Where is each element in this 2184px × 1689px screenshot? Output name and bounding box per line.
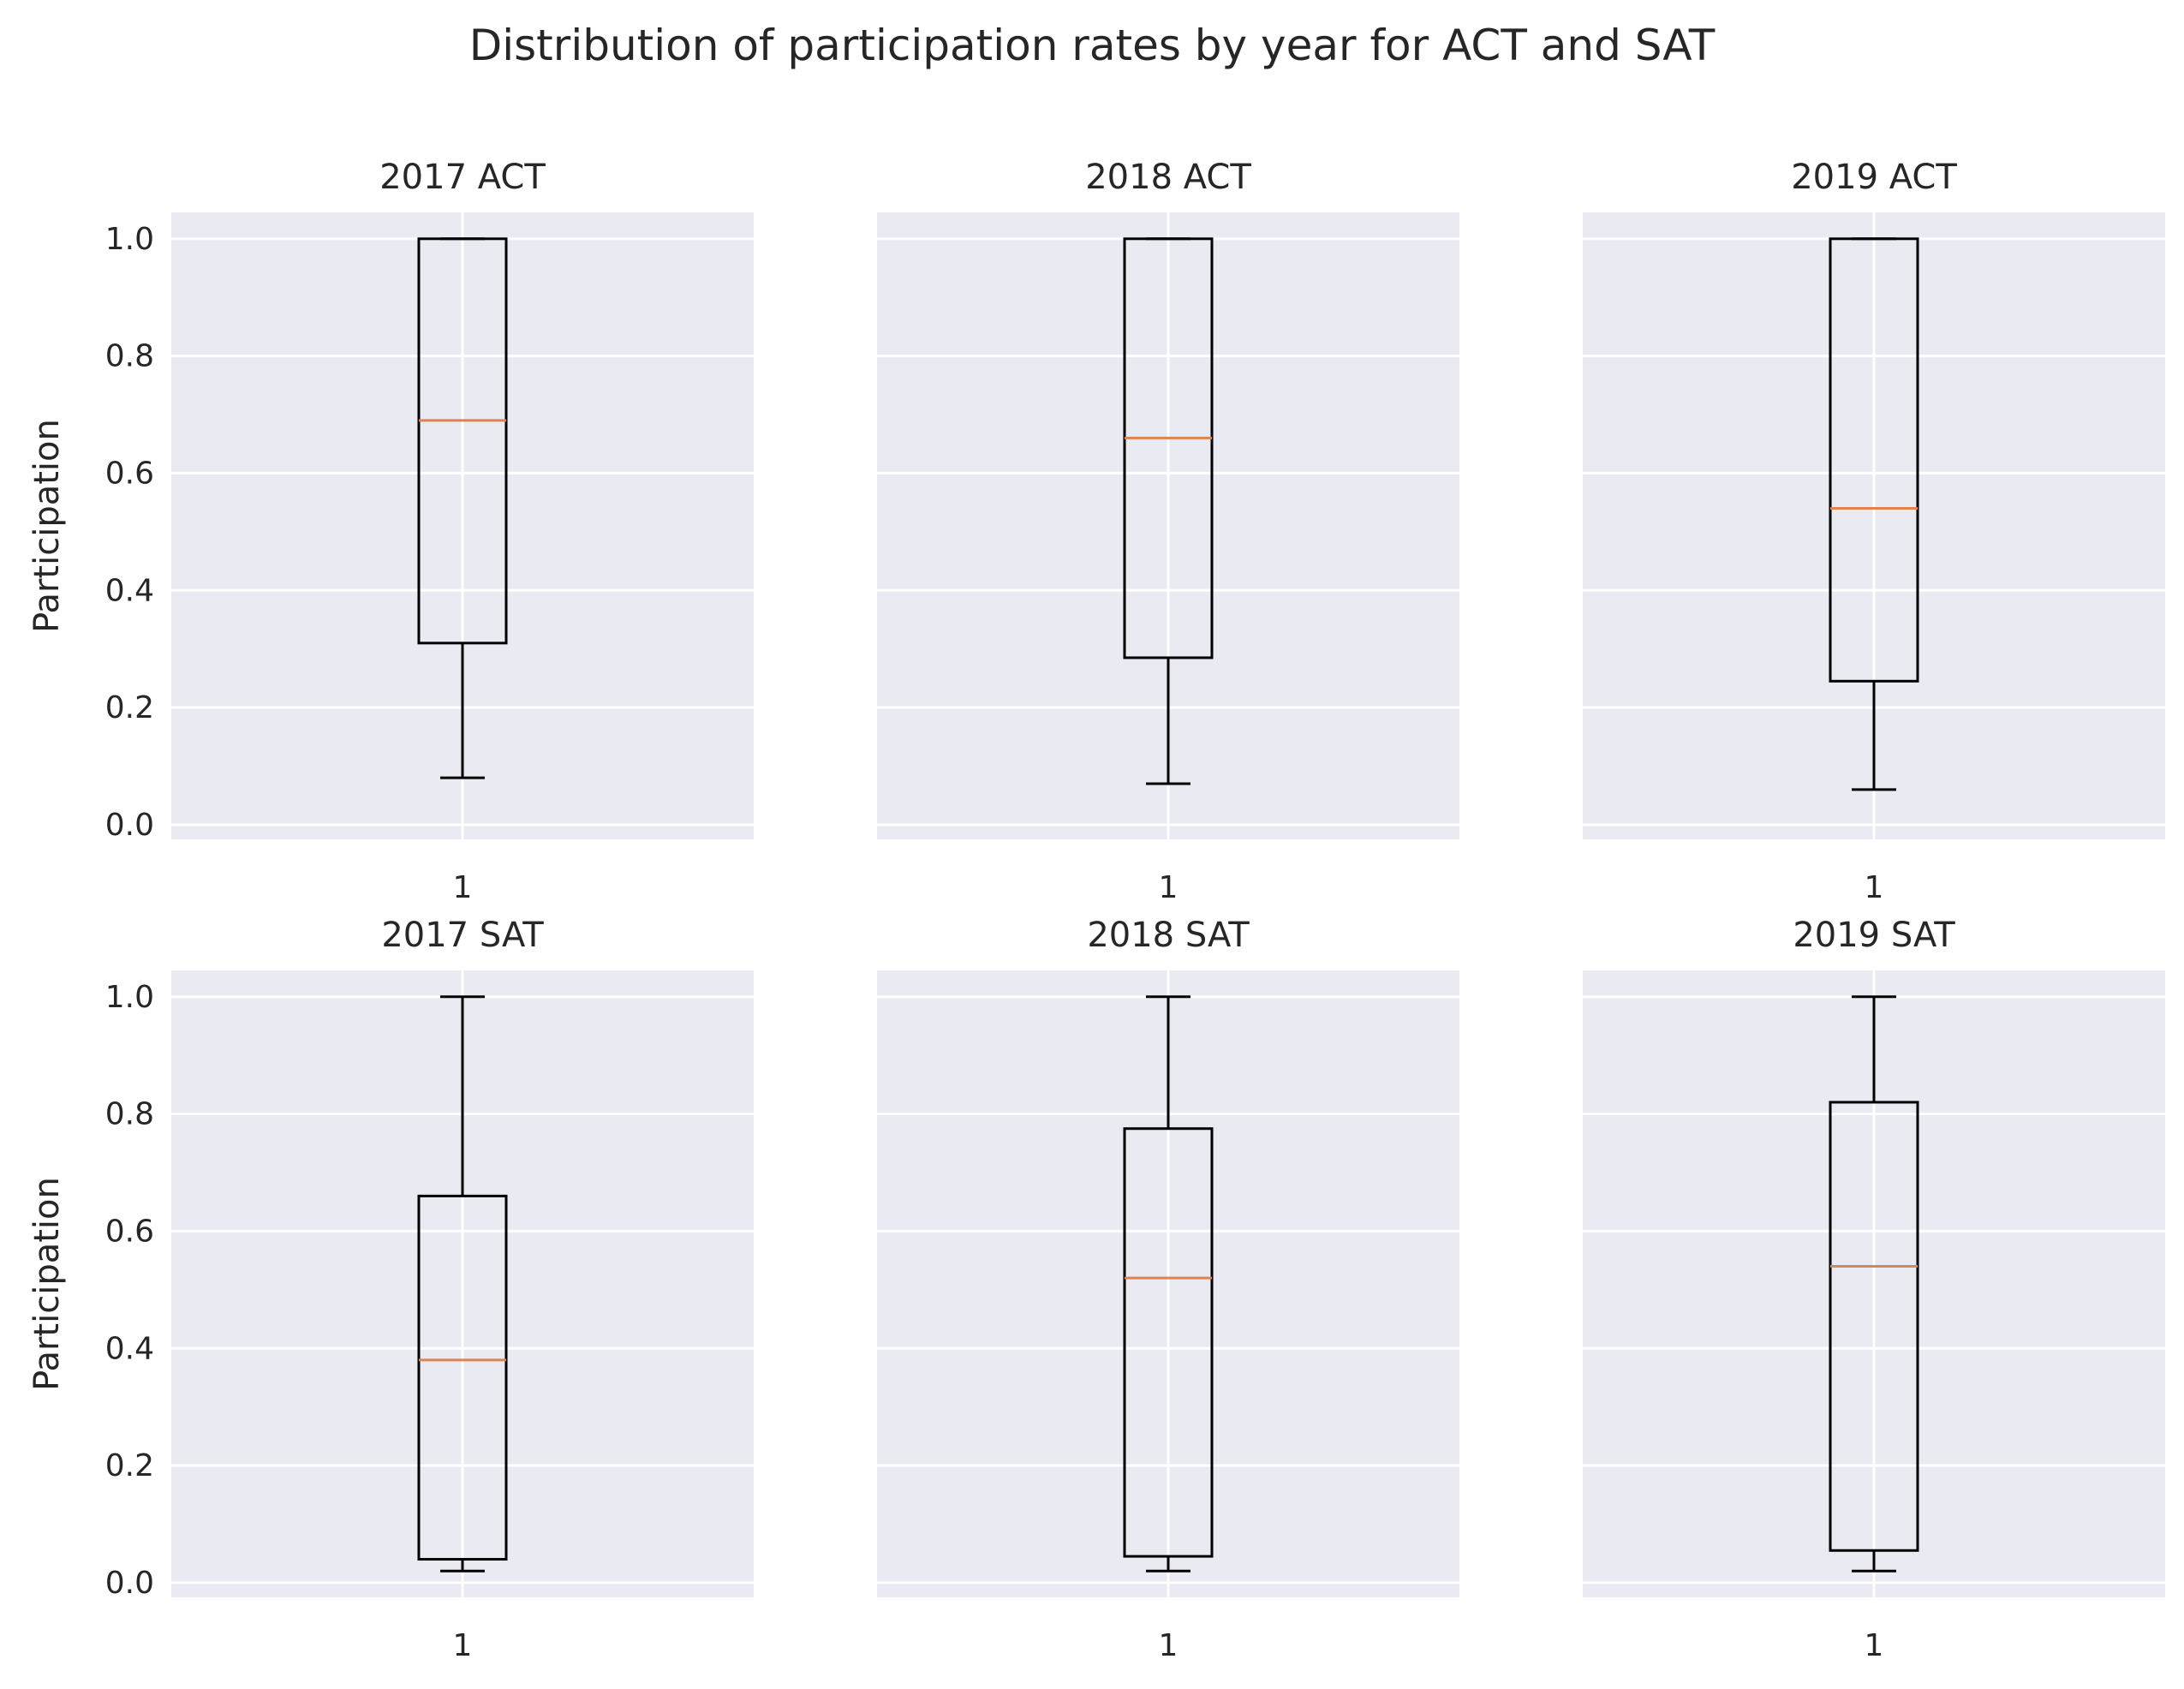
panel-title: 2017 SAT <box>381 916 544 955</box>
panels: 2017 ACT 1 0.0 0.2 0.4 0.6 0.8 1.0 Participation… <box>27 158 2165 1663</box>
x-tick-label: 1 <box>1865 870 1884 905</box>
panel-1: 2018 ACT 1 <box>877 158 1459 905</box>
panel-title: 2018 SAT <box>1087 916 1250 955</box>
y-tick-label: 0.4 <box>105 1331 154 1366</box>
y-tick-label: 0.8 <box>105 1097 154 1132</box>
panel-5: 2019 SAT 1 <box>1583 916 2165 1663</box>
iqr-box <box>1123 237 1214 659</box>
x-tick-label: 1 <box>1159 870 1179 905</box>
y-axis-label: Participation <box>27 1177 67 1391</box>
panel-4: 2018 SAT 1 <box>877 916 1459 1663</box>
y-tick-label: 1.0 <box>105 980 154 1015</box>
panel-title: 2019 ACT <box>1791 158 1957 197</box>
x-tick-label: 1 <box>453 1628 473 1663</box>
panel-3: 2017 SAT 1 0.0 0.2 0.4 0.6 0.8 1.0 Participation <box>27 916 754 1663</box>
y-axis-label: Participation <box>27 419 67 633</box>
iqr-box <box>1829 237 1919 683</box>
x-tick-label: 1 <box>1159 1628 1179 1663</box>
x-tick-label: 1 <box>453 870 473 905</box>
y-tick-label: 1.0 <box>105 222 154 257</box>
y-tick-label: 0.2 <box>105 1448 154 1483</box>
iqr-box <box>1123 1127 1214 1558</box>
panel-title: 2017 ACT <box>379 158 546 197</box>
y-tick-label: 0.0 <box>105 1566 154 1601</box>
y-tick-label: 0.6 <box>105 1214 154 1249</box>
iqr-box <box>417 237 508 645</box>
panel-2: 2019 ACT 1 <box>1583 158 2165 905</box>
panel-0: 2017 ACT 1 0.0 0.2 0.4 0.6 0.8 1.0 Participation <box>27 158 754 905</box>
x-tick-label: 1 <box>1865 1628 1884 1663</box>
y-tick-label: 0.6 <box>105 456 154 491</box>
iqr-box <box>417 1194 508 1561</box>
panel-title: 2018 ACT <box>1085 158 1251 197</box>
y-tick-label: 0.4 <box>105 573 154 608</box>
y-tick-label: 0.2 <box>105 690 154 725</box>
y-tick-label: 0.0 <box>105 808 154 843</box>
iqr-box <box>1829 1101 1919 1552</box>
panel-title: 2019 SAT <box>1793 916 1955 955</box>
figure-title: Distribution of participation rates by y… <box>469 21 1716 70</box>
y-tick-label: 0.8 <box>105 339 154 374</box>
